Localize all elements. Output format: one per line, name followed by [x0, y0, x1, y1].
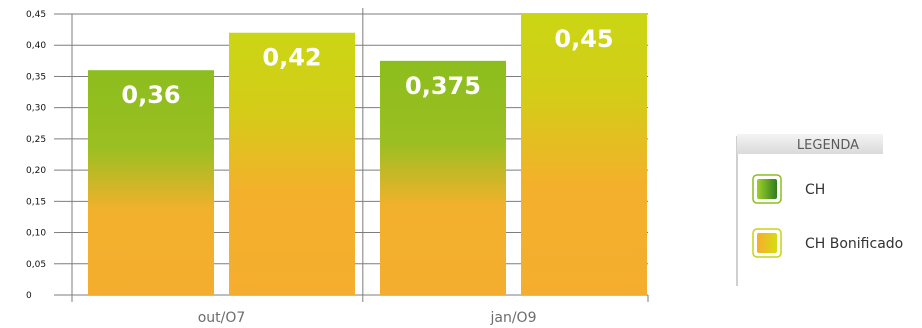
y-tick-label: 0,40 — [26, 41, 46, 51]
y-tick-label: 0,15 — [26, 197, 46, 207]
y-tick-label: 0,05 — [26, 260, 46, 270]
x-category-label: jan/O9 — [490, 310, 537, 326]
bar-value-label: 0,45 — [554, 25, 613, 53]
bar-ch-bonificado — [521, 14, 647, 295]
bar-ch-bonificado — [229, 32, 355, 295]
value-labels: 0,36 0,375 0,42 0,45 — [121, 25, 613, 109]
bar-ch — [88, 70, 214, 295]
y-tick-label: 0,10 — [26, 229, 46, 239]
legend-label-ch: CH — [805, 182, 825, 198]
y-tick-label: 0,35 — [26, 72, 46, 82]
y-axis: 0 0,05 0,10 0,15 0,20 0,25 0,30 0,35 0,40 0,45 — [26, 10, 73, 302]
x-category-label: out/O7 — [198, 310, 246, 326]
legend-header — [737, 134, 883, 154]
bar-value-label: 0,375 — [405, 72, 481, 100]
legend: LEGENDA CH CH Bonificado — [736, 134, 903, 286]
y-tick-label: 0,30 — [26, 104, 46, 114]
bar-ch — [380, 60, 506, 296]
y-tick-label: 0,45 — [26, 10, 46, 20]
y-tick-label: 0,20 — [26, 166, 46, 176]
legend-title: LEGENDA — [797, 138, 859, 153]
bars — [88, 14, 647, 296]
bar-value-label: 0,36 — [121, 81, 180, 109]
legend-swatch-bonificado — [757, 233, 777, 253]
bar-value-label: 0,42 — [262, 44, 321, 72]
y-tick-label: 0,25 — [26, 135, 46, 145]
y-tick-label: 0 — [26, 291, 32, 301]
legend-swatch-ch — [757, 179, 777, 199]
x-axis: out/O7 jan/O9 — [198, 295, 649, 326]
legend-label-bonificado: CH Bonificado — [805, 236, 903, 252]
